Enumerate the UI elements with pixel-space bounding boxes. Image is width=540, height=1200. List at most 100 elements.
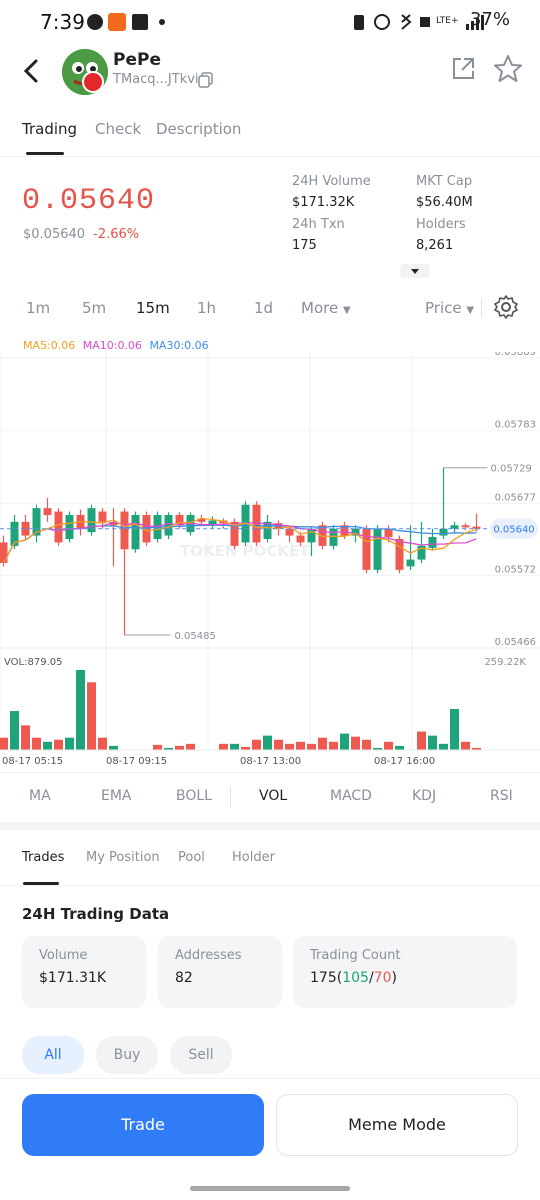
tab-check[interactable]: Check: [95, 120, 142, 138]
timeframe-1h[interactable]: 1h: [197, 299, 217, 317]
candlestick-chart[interactable]: 0.05889 0.05783 0.05677 0.05572 0.05466 TOKEN…: [0, 352, 540, 772]
candle-body: [285, 528, 294, 536]
volume-bar: [362, 739, 371, 750]
section-spacer: [0, 822, 540, 830]
notification-icons: [86, 12, 166, 36]
token-name: PePe: [113, 50, 161, 70]
price-axis-label: 0.05783: [495, 420, 536, 431]
candle-body: [175, 514, 184, 526]
candle-body: [318, 525, 327, 546]
back-button[interactable]: [22, 58, 40, 88]
candle-body: [109, 521, 118, 526]
price-usd: $0.05640: [23, 227, 86, 242]
tab-trading[interactable]: Trading: [22, 120, 78, 138]
home-indicator[interactable]: [190, 1186, 350, 1191]
ma5-label: MA5:0.06: [23, 339, 76, 352]
price-usd-row: $0.05640 -2.66%: [23, 227, 139, 242]
price-change: -2.66%: [93, 227, 140, 242]
caret-down-icon: [411, 269, 419, 274]
ma10-line: [2, 521, 477, 564]
favorite-button[interactable]: [493, 54, 523, 88]
star-icon: [494, 55, 522, 82]
copy-icon: [198, 72, 213, 88]
indicator-macd[interactable]: MACD: [330, 788, 372, 804]
volume-bar: [87, 682, 96, 750]
timeframe-more-label: More: [301, 299, 339, 317]
candle-body: [472, 526, 481, 529]
current-price: 0.05640: [22, 184, 156, 218]
timeframe-5m[interactable]: 5m: [82, 299, 107, 317]
stat-volume-label: 24H Volume: [292, 174, 371, 189]
indicator-rsi[interactable]: RSI: [490, 788, 513, 804]
trading-count-label: Trading Count: [310, 948, 401, 963]
expand-stats-button[interactable]: [400, 264, 430, 278]
stat-mktcap-label: MKT Cap: [416, 174, 473, 189]
tab-trades[interactable]: Trades: [22, 850, 65, 865]
chart-settings-button[interactable]: [494, 295, 518, 323]
volume-bar: [32, 737, 41, 750]
candle-body: [142, 514, 151, 543]
stat-mktcap-value: $56.40M: [416, 195, 473, 210]
indicator-boll[interactable]: BOLL: [176, 788, 212, 804]
volume-bar: [21, 725, 30, 750]
tab-holder[interactable]: Holder: [232, 850, 275, 865]
meme-mode-button[interactable]: Meme Mode: [276, 1094, 518, 1156]
copy-address-button[interactable]: [198, 72, 214, 92]
filter-sell[interactable]: Sell: [170, 1036, 232, 1074]
price-axis-label: 0.05677: [495, 492, 536, 503]
filter-all[interactable]: All: [22, 1036, 84, 1074]
ma10-label: MA10:0.06: [82, 339, 142, 352]
candle-body: [329, 528, 338, 546]
price-toggle[interactable]: Price ▼: [425, 299, 474, 317]
timeframe-more[interactable]: More ▼: [301, 299, 351, 317]
tab-description[interactable]: Description: [156, 120, 242, 138]
timeframe-1m[interactable]: 1m: [26, 299, 51, 317]
stat-txn-value: 175: [292, 238, 317, 253]
gear-icon: [494, 295, 518, 319]
price-axis-label: 0.05572: [495, 564, 536, 575]
candle-body: [252, 504, 261, 543]
tab-my-position[interactable]: My Position: [86, 850, 160, 865]
candle-body: [43, 508, 52, 515]
more-caret-icon: ▼: [342, 305, 351, 316]
filter-buy[interactable]: Buy: [96, 1036, 158, 1074]
volume-bar: [0, 737, 8, 750]
timeframe-15m[interactable]: 15m: [136, 299, 170, 317]
timeframe-1d[interactable]: 1d: [254, 299, 274, 317]
volume-bar: [76, 670, 85, 750]
volume-bar: [164, 747, 173, 750]
share-button[interactable]: [450, 56, 476, 86]
battery-percent: 37%: [469, 9, 510, 30]
watermark: TOKEN POCKET: [180, 542, 310, 560]
volume-bar: [351, 736, 360, 750]
volume-bar: [10, 711, 19, 750]
token-address: TMacq...JTkvi: [113, 72, 199, 87]
volume-bar: [472, 747, 481, 750]
indicator-ema[interactable]: EMA: [101, 788, 132, 804]
price-axis-label: 0.05466: [495, 637, 536, 648]
volume-bar: [186, 743, 195, 750]
trade-button[interactable]: Trade: [22, 1094, 264, 1156]
trading-count-total: 175: [310, 970, 337, 986]
volume-bar: [461, 741, 470, 750]
divider: [0, 885, 540, 886]
candle-body: [307, 528, 316, 543]
candle-body: [263, 521, 272, 539]
volume-bar: [98, 737, 107, 750]
time-axis-label: 08-17 13:00: [240, 756, 301, 767]
volume-bar: [252, 739, 261, 750]
indicator-kdj[interactable]: KDJ: [412, 788, 437, 804]
indicator-ma[interactable]: MA: [29, 788, 51, 804]
volume-bar: [307, 743, 316, 750]
volume-bar: [450, 708, 459, 750]
trading-count-buy: 105: [342, 970, 369, 986]
divider: [0, 1078, 540, 1079]
volume-bar: [340, 733, 349, 750]
volume-bar: [54, 739, 63, 750]
volume-card-value: $171.31K: [39, 970, 107, 986]
candle-body: [439, 528, 448, 536]
tab-pool[interactable]: Pool: [178, 850, 205, 865]
candle-body: [362, 528, 371, 570]
back-arrow-icon: [23, 59, 38, 83]
indicator-vol[interactable]: VOL: [259, 788, 288, 804]
